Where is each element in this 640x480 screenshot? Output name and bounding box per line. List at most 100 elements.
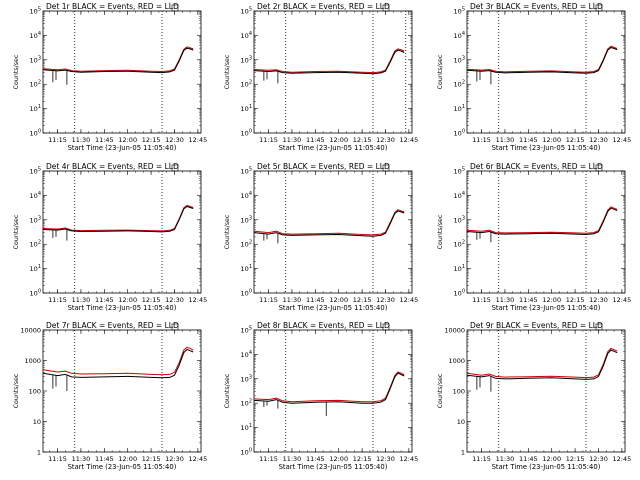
- x-tick-label: 11:15: [259, 136, 278, 144]
- x-tick-label: 11:30: [72, 296, 91, 304]
- y-axis-label: Counts/sec: [224, 214, 231, 249]
- y-tick-label: 105: [241, 7, 252, 16]
- y-tick-label: 103: [30, 55, 41, 64]
- x-tick-label: 12:15: [566, 455, 585, 463]
- x-axis-label: Start Time (23-Jun-05 11:05:40): [492, 144, 601, 152]
- x-tick-label: 12:30: [376, 455, 395, 463]
- x-tick-label: 12:30: [589, 296, 608, 304]
- x-axis-label: Start Time (23-Jun-05 11:05:40): [279, 463, 388, 471]
- y-tick-label: 104: [30, 191, 41, 200]
- lld-series-line: [42, 204, 194, 232]
- events-series-line: [466, 46, 618, 74]
- x-tick-label: 12:00: [329, 136, 348, 144]
- x-tick-label: 11:15: [48, 296, 67, 304]
- chart-title: Det 2r BLACK = Events, RED = LLD: [257, 2, 390, 11]
- x-tick-label: 12:00: [118, 136, 137, 144]
- y-tick-label: 100: [454, 129, 465, 138]
- x-axis-label: Start Time (23-Jun-05 11:05:40): [68, 463, 177, 471]
- y-tick-label: 105: [30, 167, 41, 176]
- y-tick-label: 10: [457, 418, 465, 426]
- y-tick-label: 103: [241, 374, 252, 383]
- y-tick-label: 105: [30, 7, 41, 16]
- x-tick-label: 12:15: [353, 136, 372, 144]
- y-tick-label: 10000: [20, 327, 41, 335]
- events-series-line: [466, 349, 618, 380]
- x-axis-label: Start Time (23-Jun-05 11:05:40): [279, 304, 388, 312]
- y-tick-label: 103: [454, 215, 465, 224]
- x-tick-label: 12:00: [329, 455, 348, 463]
- x-axis-label: Start Time (23-Jun-05 11:05:40): [68, 304, 177, 312]
- title-marker-box: [382, 164, 390, 172]
- lld-series-line: [42, 346, 194, 376]
- x-tick-label: 11:45: [306, 455, 325, 463]
- lld-series-line: [253, 371, 405, 403]
- y-tick-label: 101: [454, 264, 465, 273]
- title-marker-box: [595, 4, 603, 12]
- x-tick-label: 11:30: [72, 136, 91, 144]
- y-tick-label: 101: [454, 104, 465, 113]
- y-tick-label: 102: [454, 240, 465, 249]
- y-tick-label: 101: [241, 264, 252, 273]
- x-tick-label: 11:15: [259, 455, 278, 463]
- x-tick-label: 11:45: [95, 296, 114, 304]
- y-tick-label: 100: [30, 289, 41, 298]
- title-marker-box: [171, 323, 179, 331]
- x-tick-label: 11:15: [259, 296, 278, 304]
- x-tick-label: 12:45: [189, 296, 208, 304]
- x-tick-label: 11:30: [283, 136, 302, 144]
- x-tick-label: 12:15: [566, 136, 585, 144]
- y-tick-label: 1: [461, 449, 465, 457]
- y-tick-label: 103: [241, 55, 252, 64]
- events-series-line: [42, 47, 194, 74]
- y-tick-label: 1: [37, 449, 41, 457]
- lld-series-line: [466, 45, 618, 73]
- lld-series-line: [42, 46, 194, 73]
- x-axis-label: Start Time (23-Jun-05 11:05:40): [68, 144, 177, 152]
- events-series-line: [253, 49, 405, 75]
- detector-panel-9: Det 9r BLACK = Events, RED = LLD 1 10 100 10…: [437, 321, 631, 471]
- events-series-line: [253, 372, 405, 404]
- title-marker-box: [171, 4, 179, 12]
- lld-series-line: [253, 48, 405, 74]
- x-tick-label: 12:30: [589, 136, 608, 144]
- y-tick-label: 102: [30, 240, 41, 249]
- x-tick-label: 12:45: [613, 136, 632, 144]
- events-series-line: [42, 205, 194, 233]
- y-tick-label: 102: [241, 80, 252, 89]
- x-tick-label: 11:30: [72, 455, 91, 463]
- chart-title: Det 3r BLACK = Events, RED = LLD: [470, 2, 603, 11]
- y-tick-label: 1000: [448, 357, 465, 365]
- y-tick-label: 10: [33, 418, 41, 426]
- x-tick-label: 12:00: [118, 455, 137, 463]
- chart-title: Det 8r BLACK = Events, RED = LLD: [257, 321, 390, 330]
- lld-series-line: [466, 206, 618, 234]
- y-tick-label: 101: [30, 264, 41, 273]
- y-tick-label: 105: [241, 326, 252, 335]
- events-series-line: [253, 210, 405, 237]
- y-tick-label: 102: [454, 80, 465, 89]
- events-series-line: [42, 348, 194, 379]
- y-tick-label: 101: [241, 104, 252, 113]
- x-tick-label: 11:45: [306, 136, 325, 144]
- x-tick-label: 12:30: [165, 296, 184, 304]
- chart-title: Det 7r BLACK = Events, RED = LLD: [46, 321, 179, 330]
- x-tick-label: 11:45: [519, 455, 538, 463]
- title-marker-box: [382, 323, 390, 331]
- y-axis-label: Counts/sec: [224, 373, 231, 408]
- y-axis-label: Counts/sec: [437, 373, 444, 408]
- detector-panel-2: Det 2r BLACK = Events, RED = LLD 100 101 10…: [224, 2, 418, 152]
- plot-frame: [466, 10, 626, 134]
- x-tick-label: 11:30: [496, 455, 515, 463]
- plot-frame: [253, 170, 413, 294]
- chart-title: Det 4r BLACK = Events, RED = LLD: [46, 162, 179, 171]
- x-tick-label: 12:45: [613, 296, 632, 304]
- x-tick-label: 12:45: [400, 455, 419, 463]
- y-tick-label: 105: [454, 7, 465, 16]
- title-marker-box: [382, 4, 390, 12]
- x-tick-label: 11:15: [472, 455, 491, 463]
- detector-panel-5: Det 5r BLACK = Events, RED = LLD 100 101 10…: [224, 162, 418, 312]
- title-marker-box: [595, 164, 603, 172]
- y-tick-label: 100: [241, 289, 252, 298]
- detector-panel-4: Det 4r BLACK = Events, RED = LLD 100 101 10…: [13, 162, 207, 312]
- title-marker-box: [595, 323, 603, 331]
